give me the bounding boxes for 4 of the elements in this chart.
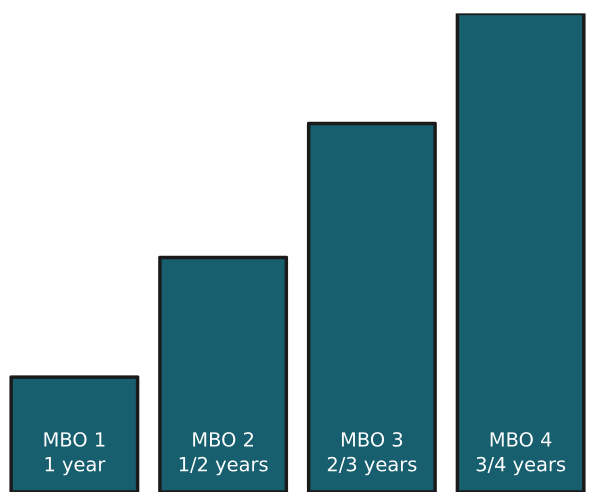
x-tick-label: MBO 2 1/2 years (180, 432, 268, 476)
x-tick-label: MBO 4 3/4 years (476, 432, 566, 476)
x-tick-label: MBO 1 1 year (44, 432, 106, 476)
x-tick-label: MBO 3 2/3 years (328, 432, 416, 476)
